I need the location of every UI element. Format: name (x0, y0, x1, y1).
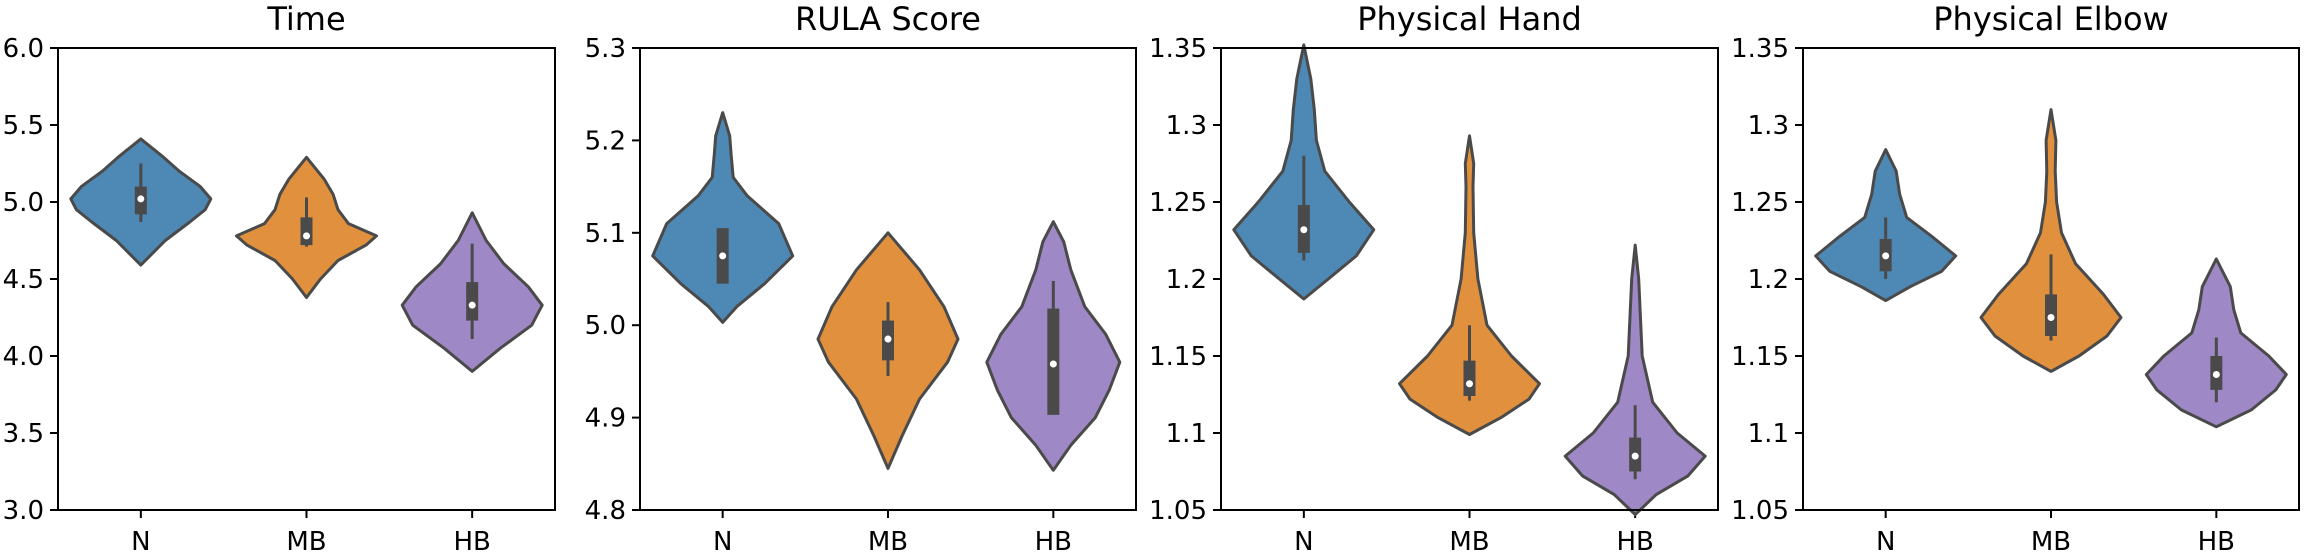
median-dot-N (1882, 252, 1890, 260)
iqr-box-HB (466, 282, 479, 321)
median-dot-N (1300, 226, 1308, 234)
x-tick-label: N (713, 527, 732, 557)
y-tick-label: 3.0 (3, 496, 44, 526)
y-tick-label: 1.3 (1166, 111, 1207, 141)
x-tick-label: HB (1035, 527, 1072, 557)
x-tick-label: HB (2198, 527, 2235, 557)
y-tick-label: 5.1 (585, 219, 626, 249)
median-dot-MB (303, 232, 310, 240)
y-tick-label: 1.1 (1166, 419, 1207, 449)
x-tick-label: N (131, 527, 150, 557)
y-tick-label: 5.2 (585, 126, 626, 156)
axes-frame (639, 47, 1137, 511)
y-tick-label: 4.0 (3, 342, 44, 372)
median-dot-HB (468, 301, 476, 309)
iqr-box-MB (1463, 360, 1476, 397)
y-tick-label: 5.0 (3, 188, 44, 218)
y-tick-label: 1.35 (1149, 34, 1207, 64)
y-tick-label: 4.8 (585, 496, 626, 526)
y-tick-label: 1.1 (1748, 419, 1789, 449)
y-tick-label: 6.0 (3, 34, 44, 64)
median-dot-MB (1466, 380, 1473, 388)
x-tick-label: HB (1616, 527, 1653, 557)
y-tick-label: 1.35 (1731, 34, 1789, 64)
median-dot-HB (1049, 360, 1057, 368)
x-tick-label: MB (1449, 527, 1489, 557)
axes-frame (1802, 47, 2300, 511)
panel-title: Physical Hand (1357, 0, 1582, 38)
median-dot-N (137, 195, 145, 203)
y-tick-label: 5.5 (3, 111, 44, 141)
violin-N (651, 111, 795, 324)
violin-MB (1979, 108, 2123, 373)
y-tick-label: 4.9 (585, 404, 626, 434)
axes-frame (1220, 47, 1719, 511)
violin-HB (1563, 243, 1707, 517)
panel-1: Time 3.0 3.5 4.0 4.5 5.0 5.5 6.0 N MB HB (3, 0, 556, 557)
y-tick-label: 1.2 (1748, 265, 1789, 295)
y-tick-label: 5.0 (585, 311, 626, 341)
x-tick-label: N (1294, 527, 1313, 557)
median-dot-HB (2212, 370, 2220, 378)
median-dot-HB (1631, 452, 1639, 460)
violin-MB (1398, 134, 1541, 436)
y-tick-label: 1.25 (1731, 188, 1789, 218)
x-tick-label: MB (2031, 527, 2071, 557)
y-tick-label: 1.25 (1149, 188, 1207, 218)
y-tick-label: 1.15 (1149, 342, 1207, 372)
x-tick-label: MB (286, 527, 326, 557)
y-tick-label: 1.2 (1166, 265, 1207, 295)
panel-title: Physical Elbow (1933, 0, 2169, 38)
panel-3: Physical Hand 1.05 1.1 1.15 1.2 1.25 1.3 1.35 N M… (1149, 0, 1719, 557)
y-tick-label: 1.15 (1731, 342, 1789, 372)
y-tick-label: 1.05 (1149, 496, 1207, 526)
y-tick-label: 1.3 (1748, 111, 1789, 141)
panel-title: Time (266, 0, 345, 38)
y-tick-label: 5.3 (585, 34, 626, 64)
y-tick-label: 4.5 (3, 265, 44, 295)
axes-frame (57, 47, 556, 511)
median-dot-MB (2047, 314, 2055, 321)
y-tick-label: 3.5 (3, 419, 44, 449)
x-tick-label: HB (453, 527, 490, 557)
iqr-box-MB (300, 217, 313, 246)
panel-4: Physical Elbow 1.05 1.1 1.15 1.2 1.25 1.3 1.35 N… (1731, 0, 2300, 557)
median-dot-N (719, 252, 727, 260)
y-tick-label: 1.05 (1731, 496, 1789, 526)
panel-title: RULA Score (795, 0, 981, 38)
median-dot-MB (884, 335, 892, 343)
x-tick-label: N (1876, 527, 1895, 557)
panel-2: RULA Score 4.8 4.9 5.0 5.1 5.2 5.3 N MB HB (585, 0, 1137, 557)
x-tick-label: MB (868, 527, 908, 557)
